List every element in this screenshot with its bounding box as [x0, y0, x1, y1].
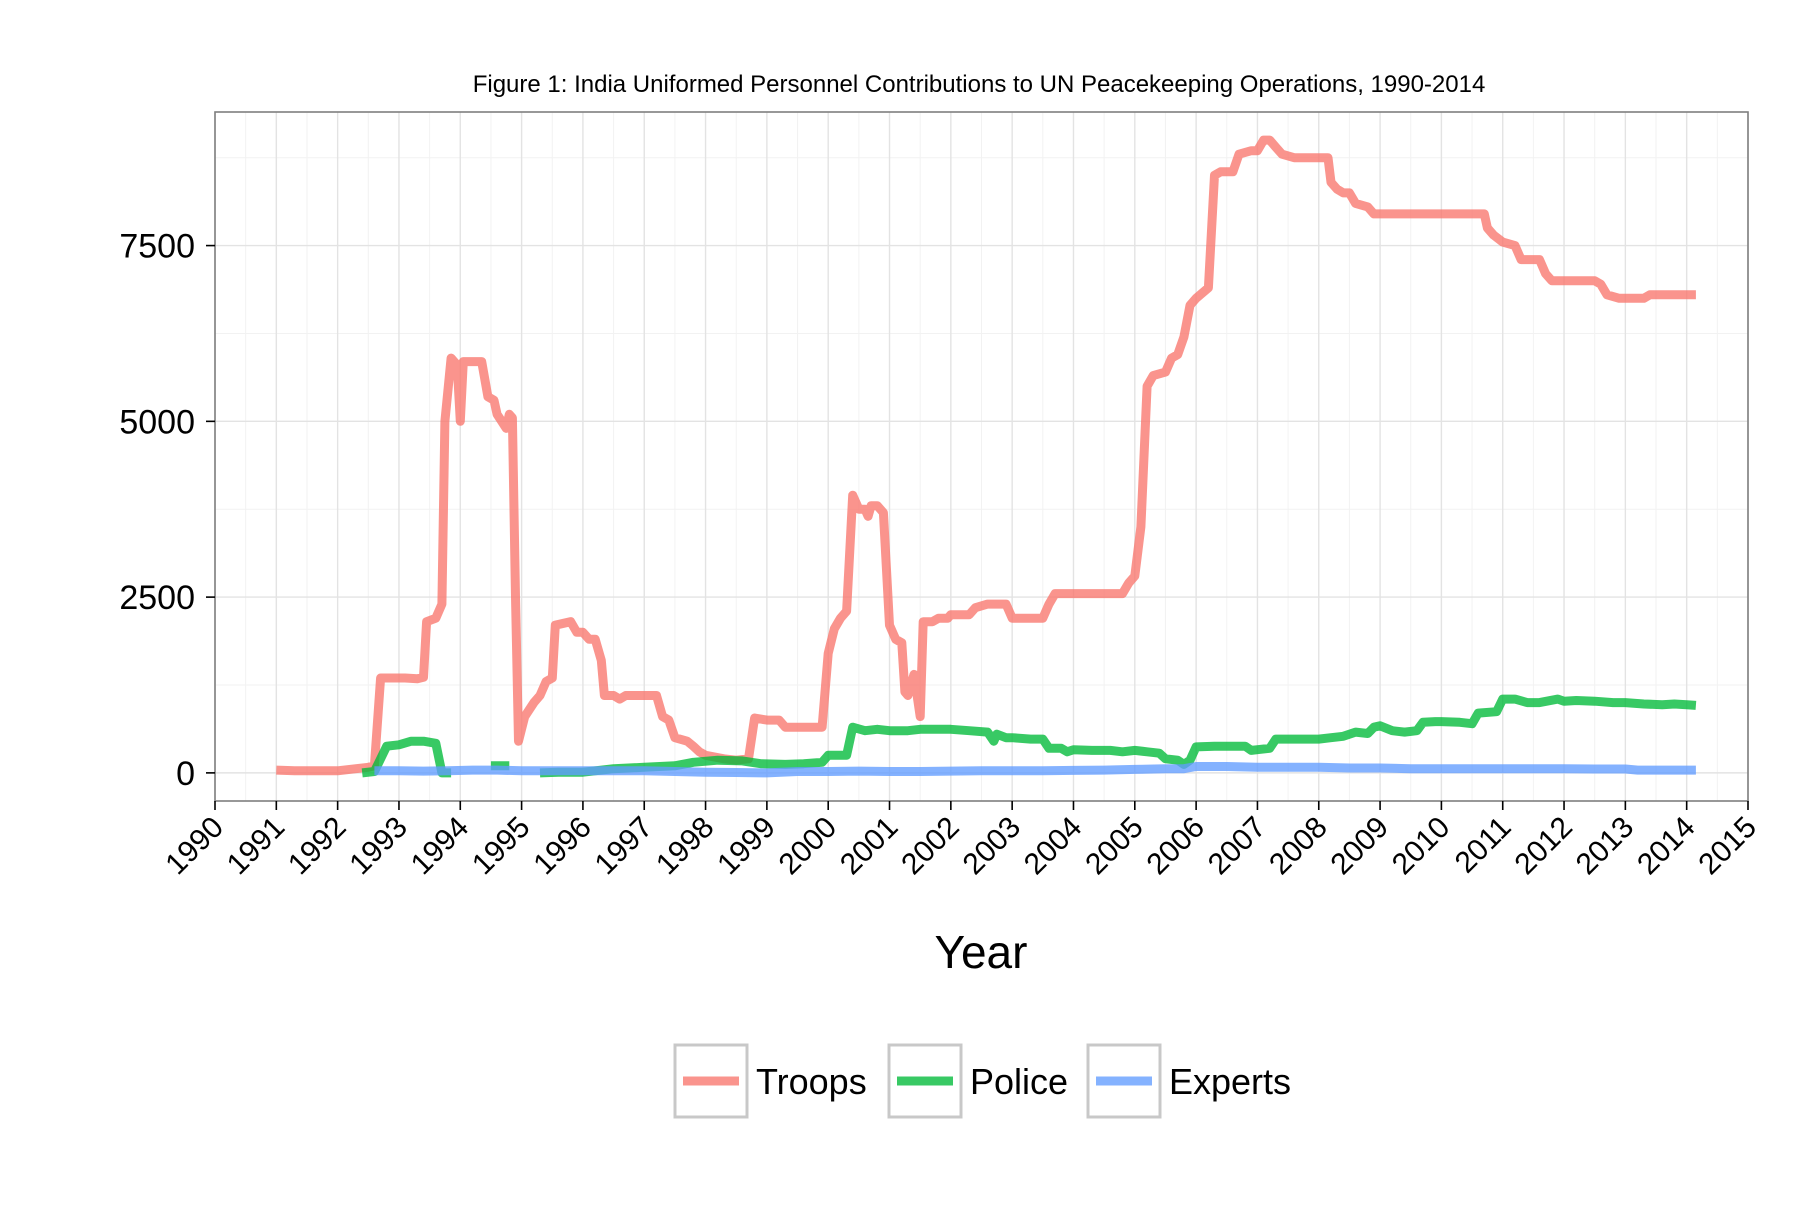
series-line-troops: [276, 135, 1696, 776]
x-tick-label: 2013: [1570, 811, 1641, 882]
x-tick-label: 2008: [1263, 811, 1334, 882]
plot-border: [214, 111, 1749, 802]
x-tick-label: 2011: [1449, 811, 1518, 880]
x-tick-label: 2001: [834, 811, 905, 882]
x-tick-label: 2009: [1324, 811, 1395, 882]
y-tick-label: 7500: [119, 228, 195, 266]
x-tick-label: 2000: [773, 811, 844, 882]
x-tick-label: 2014: [1631, 811, 1702, 882]
legend: Troops Police Experts: [673, 1043, 1291, 1119]
x-tick-label: 2004: [1018, 811, 1089, 882]
x-tick-label: 1990: [159, 811, 230, 882]
chart-title: Figure 1: India Uniformed Personnel Cont…: [473, 71, 1486, 98]
x-tick-label: 2012: [1508, 811, 1579, 882]
legend-label-troops: Troops: [756, 1061, 867, 1102]
y-tick-label: 5000: [119, 403, 195, 441]
y-tick-label: 0: [176, 755, 195, 793]
x-tick-label: 2006: [1141, 811, 1212, 882]
x-tick-label: 2003: [957, 811, 1028, 882]
series-line-police: [539, 694, 1697, 778]
x-tick-label: 1991: [221, 811, 292, 882]
series-line-experts: [374, 762, 1696, 778]
x-tick-label: 1995: [466, 811, 537, 882]
series-line-police: [361, 736, 452, 778]
x-axis-label: Year: [935, 926, 1028, 978]
legend-label-police: Police: [970, 1061, 1068, 1102]
x-tick-label: 1992: [282, 811, 353, 882]
x-tick-label: 2005: [1079, 811, 1150, 882]
x-tick-label: 1998: [650, 811, 721, 882]
x-tick-label: 1996: [527, 811, 598, 882]
x-tick-label: 2010: [1386, 811, 1457, 882]
x-tick-label: 1999: [711, 811, 782, 882]
y-tick-label: 2500: [119, 579, 195, 617]
x-tick-label: 1993: [343, 811, 414, 882]
legend-label-experts: Experts: [1169, 1061, 1291, 1102]
x-tick-label: 2002: [895, 811, 966, 882]
x-tick-label: 1994: [405, 811, 476, 882]
x-tick-label: 2015: [1692, 811, 1763, 882]
x-tick-label: 1997: [589, 811, 660, 882]
x-tick-label: 2007: [1202, 811, 1273, 882]
plot-area: 0250050007500199019911992199319941995199…: [119, 111, 1763, 882]
